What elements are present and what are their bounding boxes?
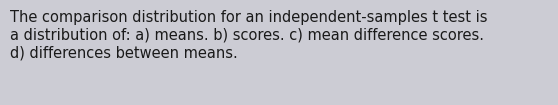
Text: The comparison distribution for an independent-samples t test is: The comparison distribution for an indep… <box>10 10 488 25</box>
Text: d) differences between means.: d) differences between means. <box>10 46 238 61</box>
Text: a distribution of: a) means. b) scores. c) mean difference scores.: a distribution of: a) means. b) scores. … <box>10 28 484 43</box>
